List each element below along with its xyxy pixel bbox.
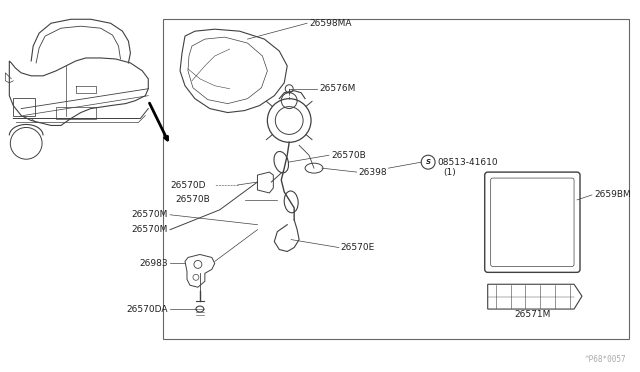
Text: 2659BM: 2659BM <box>594 190 630 199</box>
Text: 26570B: 26570B <box>331 151 365 160</box>
Text: 26570D: 26570D <box>170 180 205 189</box>
Text: 08513-41610: 08513-41610 <box>437 158 498 167</box>
Bar <box>13 98 35 116</box>
Text: 26598MA: 26598MA <box>309 19 351 28</box>
Text: 26571M: 26571M <box>514 310 550 318</box>
Text: 26398: 26398 <box>358 168 387 177</box>
Text: (1): (1) <box>443 168 456 177</box>
Text: 26983: 26983 <box>140 259 168 268</box>
Text: 26570B: 26570B <box>175 195 210 204</box>
Text: 26576M: 26576M <box>319 84 355 93</box>
Text: 26570M: 26570M <box>132 210 168 219</box>
Bar <box>56 107 95 119</box>
Text: 26570E: 26570E <box>341 243 375 252</box>
Text: ^P68*0057: ^P68*0057 <box>585 355 627 364</box>
Bar <box>163 19 628 339</box>
Text: 26570DA: 26570DA <box>127 305 168 314</box>
Text: 26570M: 26570M <box>132 225 168 234</box>
Text: S: S <box>426 159 431 165</box>
